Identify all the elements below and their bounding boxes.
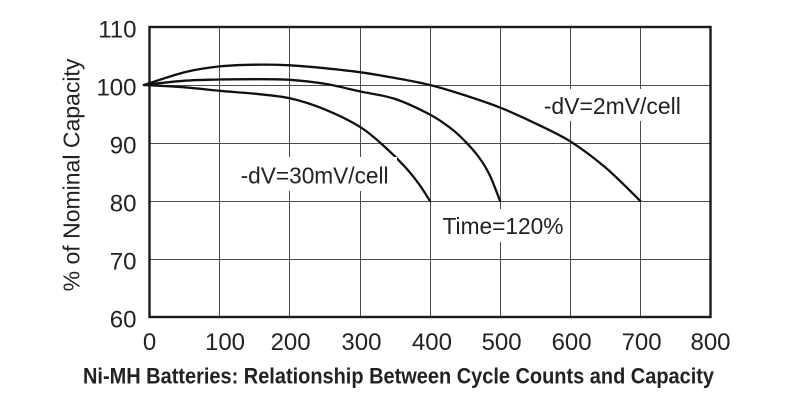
svg-text:110: 110 xyxy=(98,16,136,43)
svg-text:800: 800 xyxy=(690,329,730,356)
svg-text:60: 60 xyxy=(110,306,137,333)
svg-text:600: 600 xyxy=(552,329,592,356)
svg-text:-dV=30mV/cell: -dV=30mV/cell xyxy=(241,163,389,189)
svg-text:80: 80 xyxy=(110,190,137,217)
svg-text:Ni-MH Batteries: Relationship: Ni-MH Batteries: Relationship Between Cy… xyxy=(83,364,715,389)
svg-text:-dV=2mV/cell: -dV=2mV/cell xyxy=(544,93,681,119)
svg-text:700: 700 xyxy=(622,329,662,356)
svg-text:Time=120%: Time=120% xyxy=(443,213,564,239)
svg-text:0: 0 xyxy=(143,329,156,356)
svg-text:70: 70 xyxy=(110,248,137,275)
svg-text:300: 300 xyxy=(341,329,381,356)
svg-text:200: 200 xyxy=(271,329,311,356)
svg-text:% of Nominal Capacity: % of Nominal Capacity xyxy=(59,58,85,291)
svg-text:500: 500 xyxy=(482,329,522,356)
svg-text:100: 100 xyxy=(96,74,136,101)
svg-text:400: 400 xyxy=(412,329,452,356)
svg-text:100: 100 xyxy=(205,329,245,356)
svg-text:90: 90 xyxy=(110,132,137,159)
